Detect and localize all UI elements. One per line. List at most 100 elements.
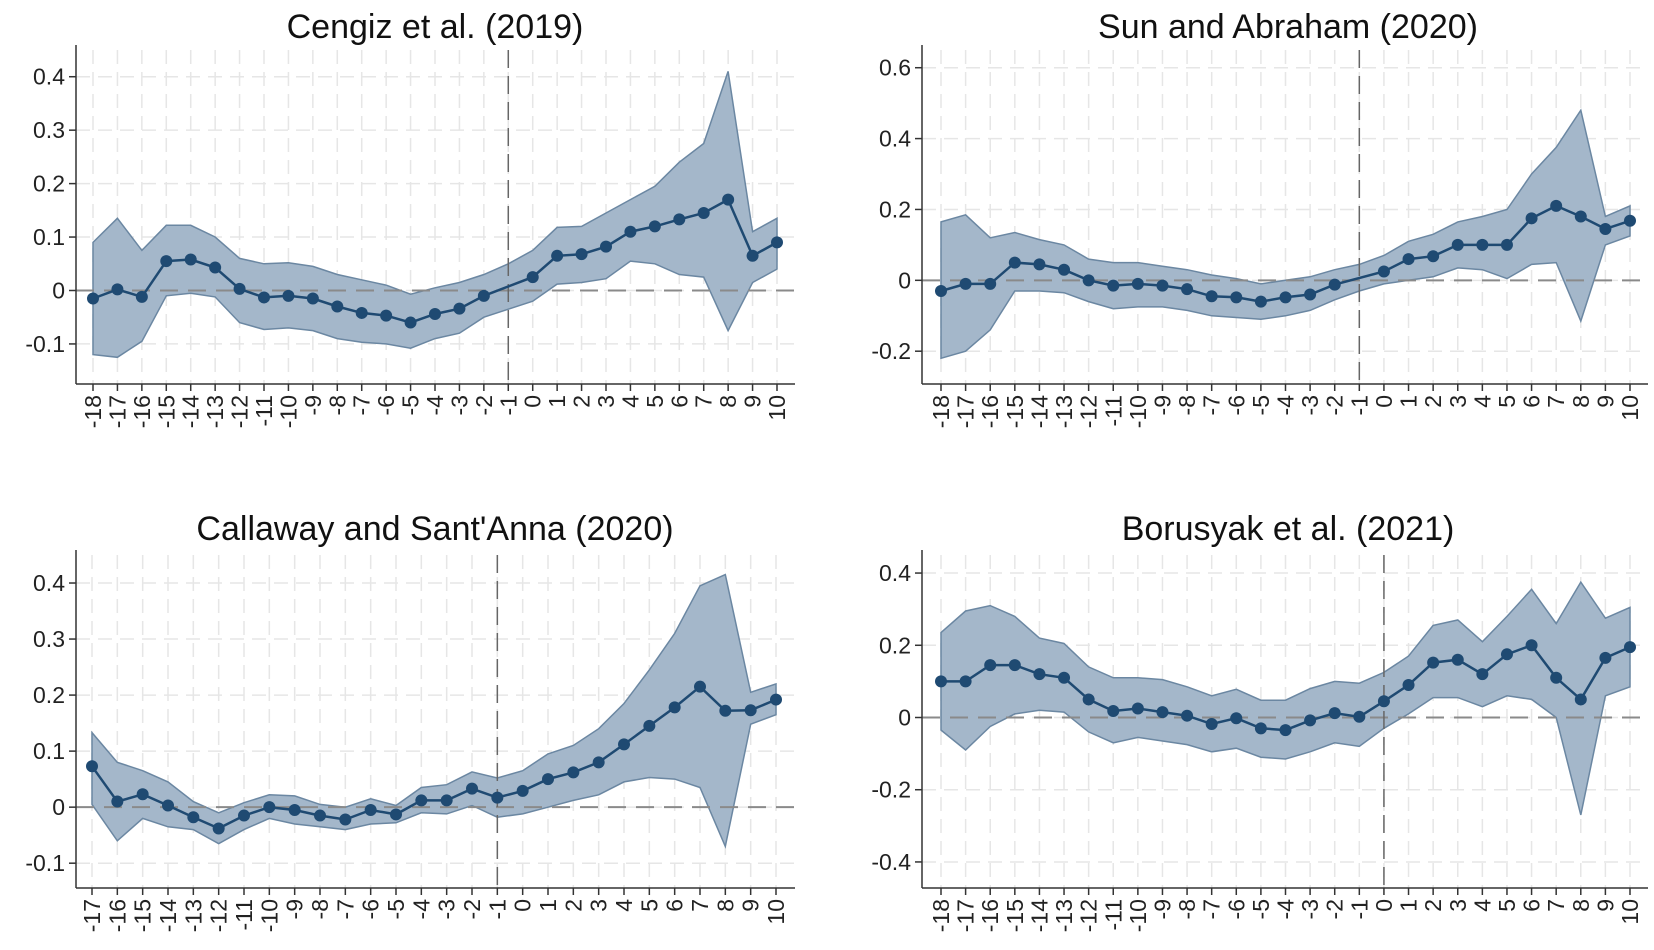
x-tick-label: -17 — [79, 899, 105, 932]
x-tick-label: -14 — [178, 395, 204, 428]
x-tick-label: -8 — [1174, 395, 1200, 415]
x-tick-label: -15 — [1002, 899, 1028, 932]
estimate-point — [1131, 277, 1144, 290]
x-tick-label: 4 — [611, 899, 637, 912]
x-tick-label: -7 — [349, 395, 375, 415]
estimate-point — [1525, 639, 1538, 652]
estimate-point — [314, 809, 326, 822]
x-tick-label: -14 — [155, 899, 181, 932]
x-tick-label: 5 — [636, 899, 662, 912]
x-tick-label: -1 — [495, 395, 521, 415]
x-tick-label: 0 — [520, 395, 546, 408]
x-tick-label: 2 — [560, 899, 586, 912]
panel-title: Sun and Abraham (2020) — [1098, 8, 1478, 46]
estimate-point — [1156, 279, 1169, 292]
x-tick-label: -12 — [227, 395, 253, 428]
estimate-point — [1205, 718, 1218, 730]
x-tick-label: -5 — [1248, 899, 1274, 919]
estimate-line — [940, 204, 1631, 303]
estimate-point — [1279, 724, 1292, 737]
estimate-line — [92, 197, 778, 324]
estimate-point — [1033, 258, 1046, 271]
x-tick-label: -13 — [1051, 395, 1077, 428]
x-tick-label: -1 — [484, 899, 510, 919]
x-tick-label: 10 — [1617, 899, 1643, 925]
estimate-point — [212, 822, 225, 835]
x-tick-label: -15 — [1002, 395, 1028, 428]
y-tick-label: 0.3 — [33, 117, 65, 143]
y-tick-label: 0.1 — [33, 738, 65, 764]
estimate-point — [719, 704, 732, 717]
estimate-point — [673, 213, 686, 226]
estimate-point — [162, 799, 174, 812]
estimate-point — [1599, 222, 1612, 235]
estimate-point — [136, 788, 149, 801]
x-tick-label: -9 — [300, 395, 326, 415]
y-tick-label: 0 — [52, 277, 65, 303]
y-tick-label: 0.2 — [879, 196, 911, 222]
estimate-point — [770, 693, 782, 706]
estimate-point — [959, 675, 972, 688]
estimate-point — [1500, 238, 1513, 251]
estimate-point — [1500, 648, 1513, 661]
x-tick-label: -1 — [1346, 899, 1372, 919]
estimate-point — [1230, 712, 1243, 725]
panel-title: Borusyak et al. (2021) — [1122, 510, 1455, 548]
estimate-point — [440, 794, 453, 807]
estimate-line — [90, 685, 777, 830]
estimate-point — [429, 308, 441, 321]
x-tick-label: -6 — [373, 395, 399, 415]
x-tick-label: -15 — [130, 899, 156, 932]
x-tick-label: 0 — [1371, 395, 1397, 408]
estimate-point — [1033, 668, 1046, 681]
x-tick-label: -16 — [129, 395, 155, 428]
y-tick-label: 0.4 — [879, 126, 911, 152]
x-tick-label: 9 — [740, 395, 766, 408]
estimate-point — [935, 284, 947, 297]
x-tick-label: 10 — [764, 395, 790, 421]
x-tick-label: -9 — [282, 899, 308, 919]
x-tick-label: -6 — [358, 899, 384, 919]
x-tick-label: 8 — [712, 899, 738, 912]
y-tick-label: 0.6 — [879, 55, 911, 81]
x-tick-label: -1 — [1346, 395, 1372, 415]
panel-borusyak: Borusyak et al. (2021) -0.4 -0.2 0 0.2 0.4 -1… — [871, 510, 1648, 932]
x-tick-label: -5 — [383, 899, 409, 919]
x-tick-label: 6 — [666, 395, 692, 408]
x-tick-label: -4 — [1273, 899, 1299, 920]
estimate-point — [1156, 706, 1169, 719]
estimate-point — [1427, 250, 1440, 263]
x-tick-label: 6 — [662, 899, 688, 912]
estimate-point — [1328, 278, 1341, 291]
estimate-point — [697, 207, 710, 219]
estimate-point — [364, 803, 377, 816]
x-tick-label: -3 — [1297, 899, 1323, 919]
x-tick-label: 10 — [1617, 395, 1643, 421]
y-tick-label: 0.4 — [33, 64, 65, 90]
x-tick-label: 1 — [535, 899, 561, 912]
estimate-point — [160, 255, 173, 268]
estimate-point — [935, 675, 947, 688]
estimate-point — [491, 791, 504, 804]
x-tick-label: 0 — [1371, 899, 1397, 912]
x-tick-label: 7 — [687, 899, 713, 912]
estimate-point — [288, 803, 301, 816]
y-tick-label: 0.2 — [33, 171, 65, 197]
x-tick-label: -7 — [332, 899, 358, 919]
x-tick-label: -11 — [251, 395, 277, 427]
x-tick-label: 5 — [1494, 395, 1520, 408]
y-tick-label: 0.2 — [33, 682, 65, 708]
x-tick-label: 8 — [1568, 395, 1594, 408]
estimate-point — [668, 701, 681, 714]
estimate-point — [111, 283, 124, 296]
y-tick-label: -0.1 — [25, 331, 65, 357]
x-tick-label: -10 — [1125, 899, 1151, 932]
panel-title: Callaway and Sant'Anna (2020) — [196, 510, 673, 548]
estimate-point — [1427, 656, 1440, 669]
estimate-point — [592, 756, 605, 769]
x-tick-label: 6 — [1519, 395, 1545, 408]
y-tick-label: -0.4 — [871, 849, 911, 875]
y-tick-label: 0 — [898, 705, 911, 731]
estimate-point — [355, 306, 368, 319]
y-tick-label: 0.1 — [33, 224, 65, 250]
